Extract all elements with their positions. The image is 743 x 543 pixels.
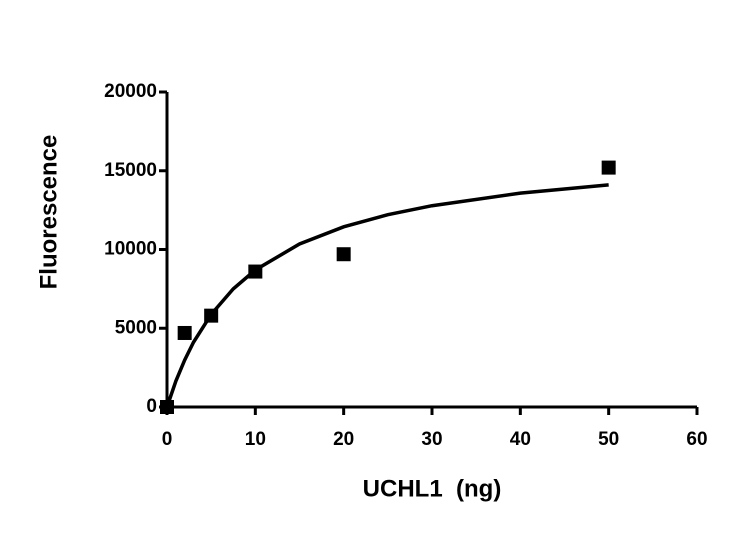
x-axis-title: UCHL1 (ng) [363,475,502,502]
y-tick-label: 5000 [115,317,157,338]
x-tick-label: 50 [598,429,619,450]
data-point [160,400,174,414]
x-tick-label: 30 [421,429,442,450]
y-tick-label: 15000 [104,160,157,181]
data-point [204,308,219,323]
x-tick-label: 60 [686,429,707,450]
x-tick-label: 20 [333,429,354,450]
y-tick-label: 10000 [104,239,157,260]
data-point [248,264,263,279]
y-tick-label: 0 [146,396,157,417]
data-point [177,325,192,340]
x-tick-label: 40 [510,429,531,450]
x-tick-label: 10 [245,429,266,450]
y-tick-label: 20000 [104,81,157,102]
data-point [336,247,351,262]
x-tick-label: 0 [162,429,173,450]
data-point [601,160,616,175]
fit-curve [165,183,609,408]
y-axis-title: Fluorescence [35,135,62,290]
